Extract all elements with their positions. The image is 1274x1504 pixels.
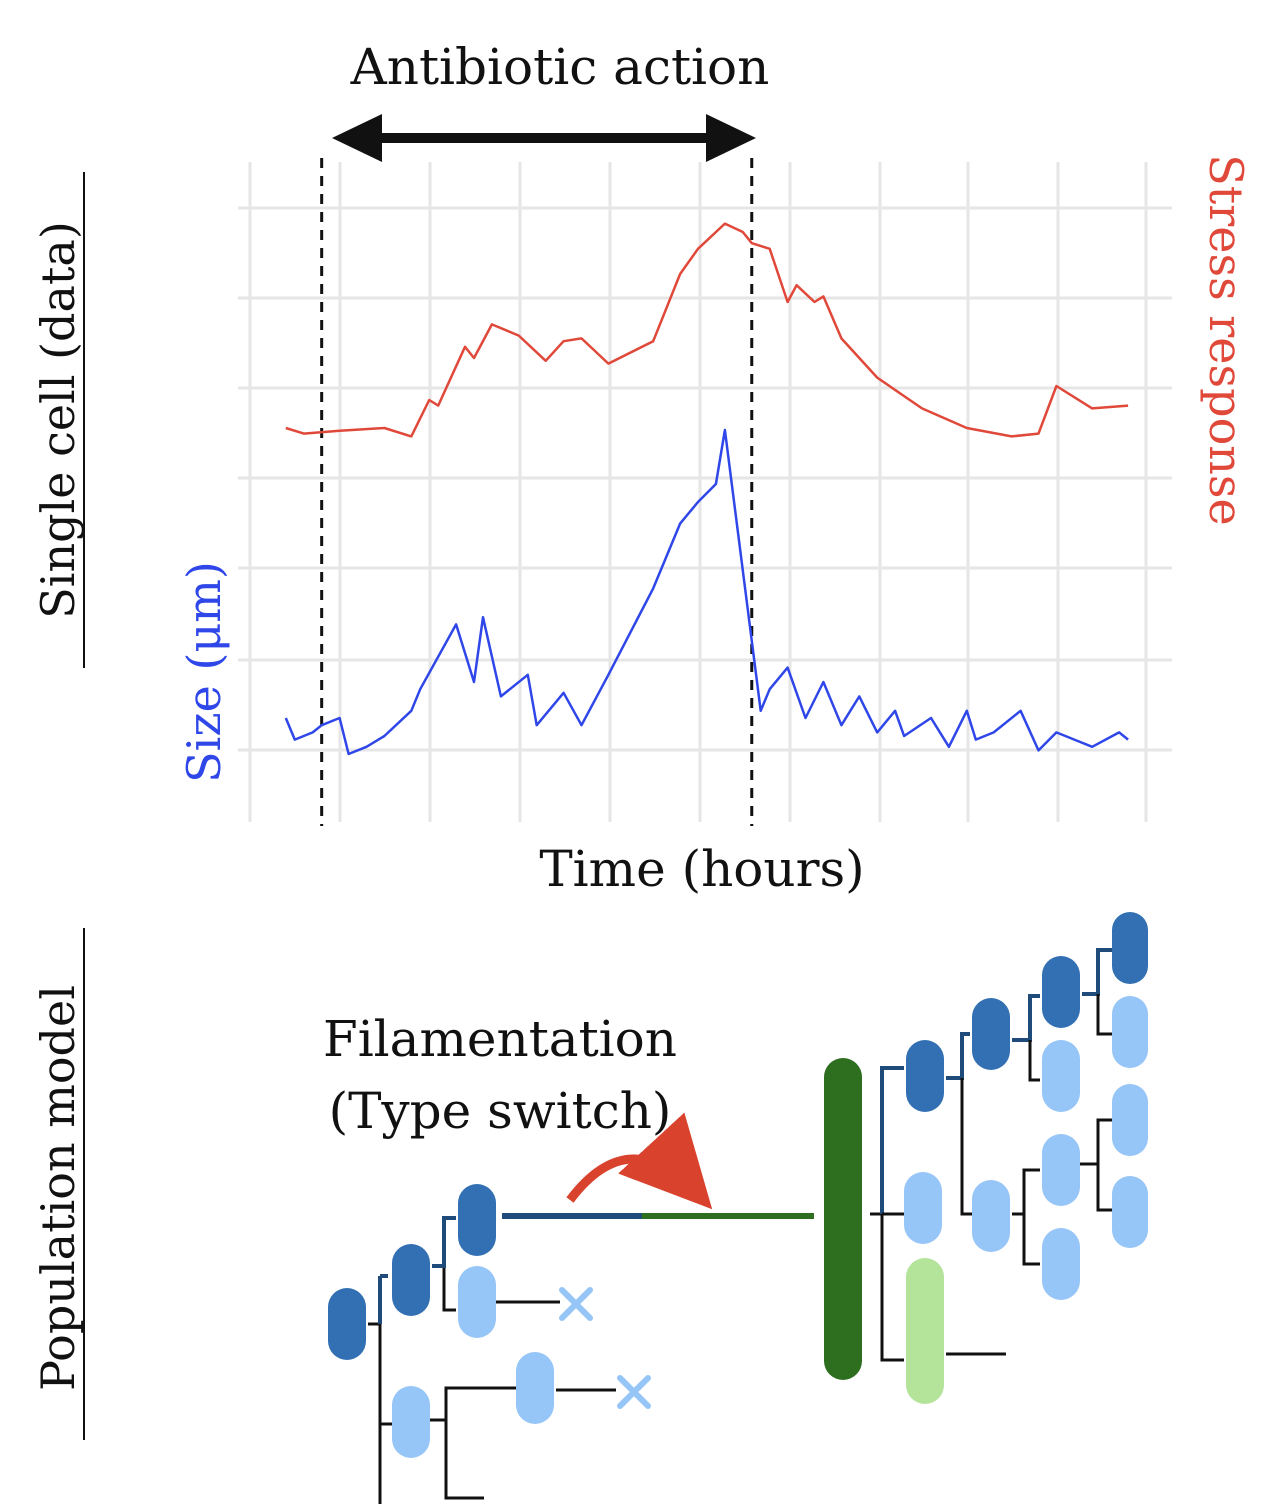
size-axis-label: Size (μm): [177, 561, 231, 783]
filament-cell: [824, 1058, 862, 1380]
single-cell-panel: Single cell (data) Antibiotic action Str…: [31, 38, 1253, 898]
death-marks: [559, 1287, 651, 1409]
population-model-panel: Population model Filamentation (Type swi…: [31, 912, 1148, 1504]
cell-dark: [1112, 912, 1148, 984]
type-switch-caption: (Type switch): [329, 1082, 672, 1140]
right-lineage-tree: [870, 948, 1112, 1362]
cell-dark: [972, 998, 1010, 1070]
cell-light: [1042, 1134, 1080, 1206]
stress-response-axis-label: Stress response: [1199, 154, 1253, 525]
left-lineage-tree: [368, 1216, 616, 1504]
antibiotic-interval-arrow: [332, 114, 756, 162]
single-cell-side-label: Single cell (data): [31, 221, 85, 619]
cell-filament-light: [906, 1258, 944, 1404]
antibiotic-boundaries: [320, 158, 754, 826]
death-mark-icon: [617, 1375, 651, 1409]
cell-light: [1112, 1176, 1148, 1248]
cell-dark: [906, 1040, 944, 1112]
population-model-side-label: Population model: [31, 985, 85, 1391]
antibiotic-action-title: Antibiotic action: [350, 38, 770, 96]
cell-dark: [392, 1244, 430, 1316]
cell-light: [972, 1180, 1010, 1252]
cell-light: [392, 1386, 430, 1458]
cell-light: [1042, 1228, 1080, 1300]
series-line-stress-response: [285, 222, 1129, 438]
series-line-size: [284, 428, 1129, 756]
type-switch-arrow-icon: [566, 1112, 713, 1210]
cell-light: [458, 1266, 496, 1338]
filamentation-caption: Filamentation: [323, 1010, 677, 1068]
right-lineage-cells: [904, 912, 1148, 1404]
cell-light: [904, 1172, 942, 1244]
cell-dark: [1042, 956, 1080, 1028]
left-lineage-cells: [328, 1184, 554, 1458]
time-axis-label: Time (hours): [539, 840, 864, 898]
cell-light: [1042, 1040, 1080, 1112]
cell-light: [1112, 1084, 1148, 1156]
cell-dark: [328, 1288, 366, 1360]
cell-light: [516, 1352, 554, 1424]
chart-grid: [238, 162, 1172, 822]
cell-dark: [458, 1184, 496, 1256]
death-mark-icon: [559, 1287, 593, 1321]
cell-light: [1112, 996, 1148, 1068]
